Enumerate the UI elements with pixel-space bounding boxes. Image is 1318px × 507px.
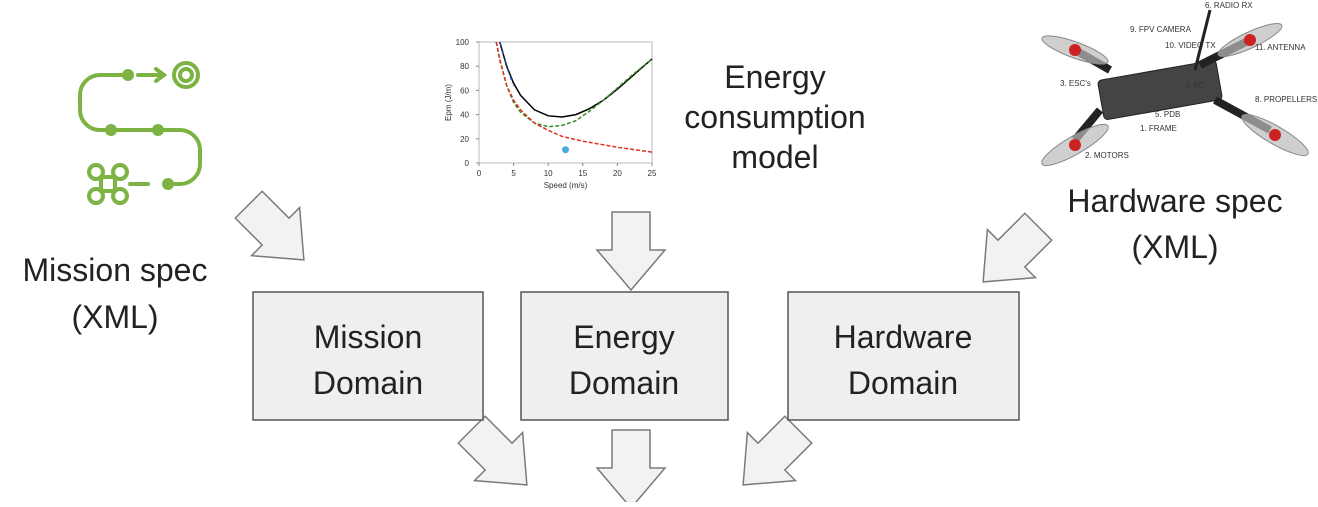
drone-label: 8. PROPELLERS [1255,95,1317,104]
domain-label: Domain [569,365,679,401]
drone-image [1038,10,1313,172]
energy-model-label: Energy [724,59,825,95]
x-tick-label: 25 [648,169,657,178]
y-tick-label: 80 [460,62,469,71]
drone-label: 6. RADIO RX [1205,1,1253,10]
domain-label: Domain [313,365,423,401]
drone-label: 1. FRAME [1140,124,1177,133]
y-tick-label: 0 [465,159,470,168]
mission-spec-label: Mission spec [23,252,208,288]
y-axis-label: Epm (J/m) [444,84,453,121]
x-axis-label: Speed (m/s) [544,181,588,190]
drone-label: 3. ESC's [1060,79,1091,88]
drone-label: 4. FC [1185,81,1205,90]
mission-icon [80,63,200,203]
drone-label: 9. FPV CAMERA [1130,25,1192,34]
x-tick-label: 5 [511,169,516,178]
mission-spec-label: (XML) [71,299,158,335]
series-line [500,42,652,117]
y-tick-label: 100 [456,38,470,47]
drone-label: 2. MOTORS [1085,151,1129,160]
diagram: 6. RADIO RX 9. FPV CAMERA 10. VIDEO TX 11. … [0,0,1318,502]
drone-label: 11. ANTENNA [1255,43,1306,52]
drone-label: 5. PDB [1155,110,1180,119]
x-tick-label: 10 [544,169,553,178]
domain-label: Domain [848,365,958,401]
y-tick-label: 20 [460,135,469,144]
x-tick-label: 0 [477,169,482,178]
x-tick-label: 20 [613,169,622,178]
drone-label: 10. VIDEO TX [1165,41,1216,50]
y-tick-label: 40 [460,111,469,120]
domain-label: Mission [314,319,422,355]
data-point [562,146,569,153]
domain-label: Hardware [834,319,973,355]
y-tick-label: 60 [460,86,469,95]
series-line [496,42,652,127]
energy-model-label: consumption [684,99,865,135]
x-tick-label: 15 [578,169,587,178]
hardware-spec-label: Hardware spec [1067,183,1282,219]
energy-model-label: model [731,139,818,175]
domain-label: Energy [573,319,674,355]
series-line [496,42,652,152]
hardware-spec-label: (XML) [1131,229,1218,265]
